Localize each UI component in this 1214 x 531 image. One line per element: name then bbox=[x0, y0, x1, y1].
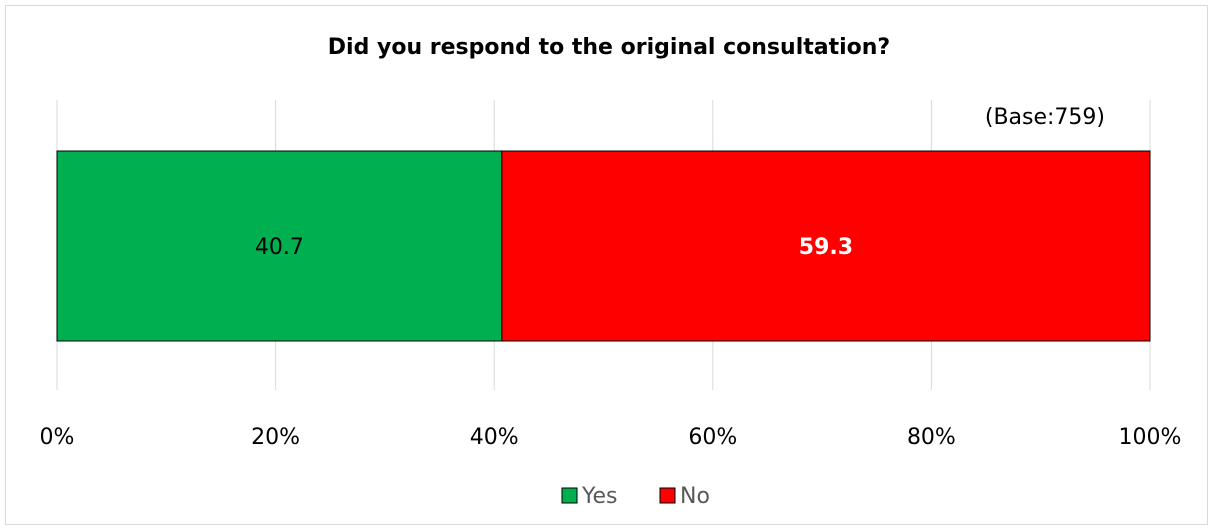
x-tick-label: 60% bbox=[688, 425, 737, 450]
legend-label-no: No bbox=[680, 484, 710, 509]
x-tick-label: 80% bbox=[907, 425, 956, 450]
legend-swatch-no bbox=[659, 487, 676, 504]
legend: Yes No bbox=[561, 484, 710, 509]
x-tick-label: 0% bbox=[40, 425, 75, 450]
x-tick-label: 100% bbox=[1119, 425, 1182, 450]
bar-no bbox=[501, 150, 1151, 342]
legend-label-yes: Yes bbox=[581, 484, 618, 509]
x-tick-label: 40% bbox=[470, 425, 519, 450]
x-tick-label: 20% bbox=[251, 425, 300, 450]
chart-title: Did you respond to the original consulta… bbox=[328, 35, 890, 60]
legend-swatch-yes bbox=[561, 487, 578, 504]
x-axis-ticks: 0% 20% 40% 60% 80% 100% bbox=[40, 425, 1182, 450]
data-label-no: 59.3 bbox=[799, 235, 853, 260]
data-label-yes: 40.7 bbox=[255, 235, 304, 260]
bars: 40.7 59.3 bbox=[56, 150, 1151, 342]
base-annotation: (Base:759) bbox=[985, 105, 1105, 130]
